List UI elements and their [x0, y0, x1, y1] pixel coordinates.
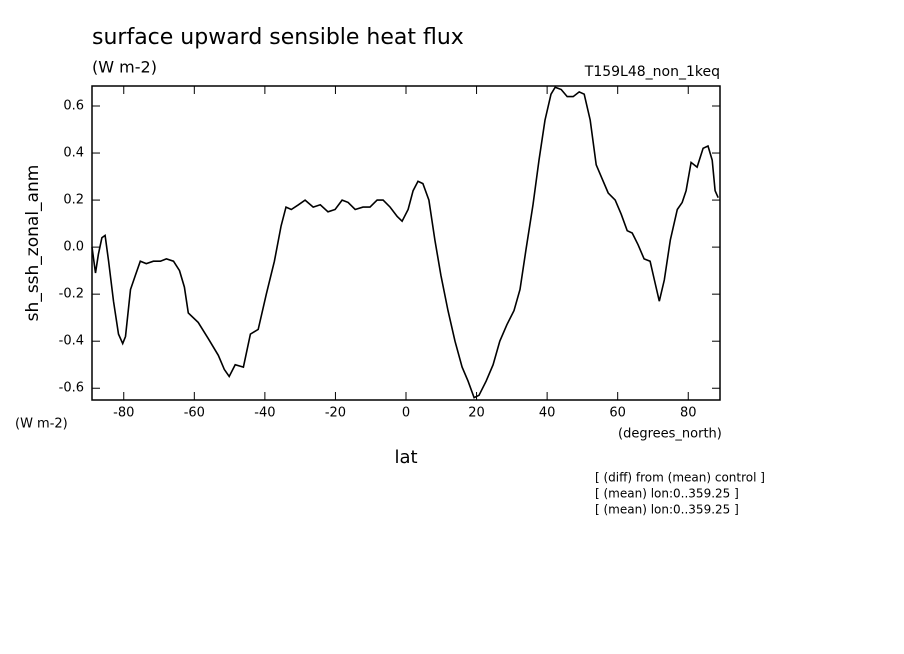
note: [ (mean) lon:0..359.25 ] — [595, 487, 739, 501]
plot-frame — [91, 85, 721, 401]
chart-title: surface upward sensible heat flux — [92, 25, 464, 50]
x-tick-label: -40 — [254, 406, 275, 421]
x-tick-label: 0 — [402, 406, 410, 421]
x-tick-label: -60 — [184, 406, 205, 421]
units: (W m-2) — [92, 58, 157, 77]
x-tick-label: 80 — [680, 406, 697, 421]
x-tick-label: -20 — [325, 406, 346, 421]
x-axis-label: lat — [394, 447, 417, 468]
x-tick-label: 20 — [468, 406, 485, 421]
x-axis-units: (degrees_north) — [618, 427, 722, 442]
y-axis-label: sh_ssh_zonal_anm — [23, 165, 43, 322]
x-tick-label: 60 — [609, 406, 626, 421]
note: [ (mean) lon:0..359.25 ] — [595, 503, 739, 517]
y-tick-label: 0.2 — [63, 193, 84, 208]
run-label: T159L48_non_1keq — [584, 64, 720, 80]
note: [ (diff) from (mean) control ] — [595, 471, 765, 485]
y-axis-units: (W m-2) — [15, 417, 68, 432]
y-tick-label: -0.4 — [59, 334, 84, 349]
y-tick-label: -0.6 — [59, 381, 84, 396]
y-tick-label: 0.0 — [63, 240, 84, 255]
data-line — [91, 86, 719, 399]
x-tick-label: -80 — [113, 406, 134, 421]
x-tick-label: 40 — [539, 406, 556, 421]
y-tick-label: 0.6 — [63, 98, 84, 113]
y-tick-label: 0.4 — [63, 146, 84, 161]
y-tick-label: -0.2 — [59, 287, 84, 302]
